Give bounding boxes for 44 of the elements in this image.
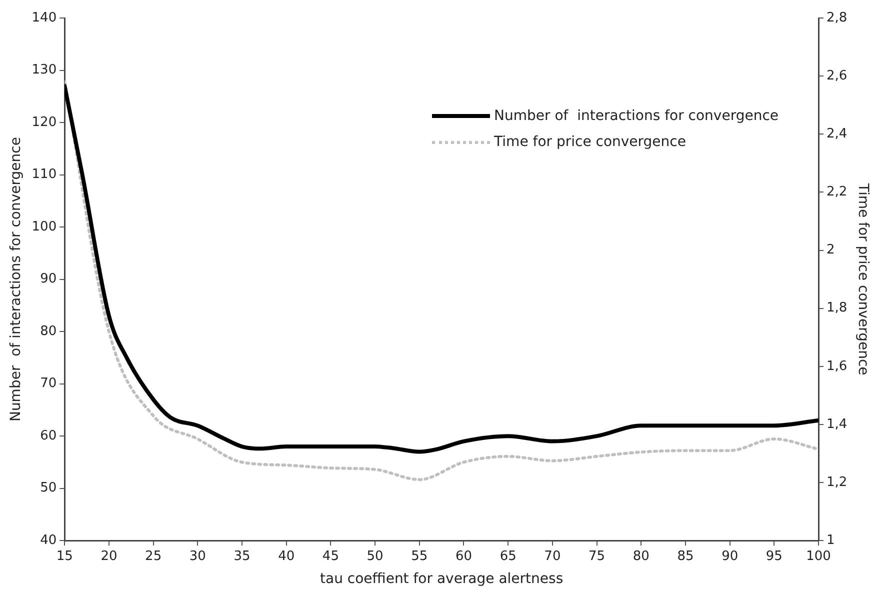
- y-tick-label: 100: [32, 219, 57, 234]
- x-tick-label: 65: [500, 548, 516, 564]
- x-tick-label: 15: [56, 548, 73, 564]
- x-tick-label: 40: [278, 548, 295, 564]
- x-axis-title: tau coeffient for average alertness: [320, 571, 564, 588]
- x-tick-label: 100: [806, 548, 831, 564]
- y-tick-label: 130: [32, 62, 57, 78]
- x-tick-label: 30: [189, 548, 206, 564]
- y2-tick-label: 2,4: [826, 126, 848, 142]
- y2-tick-label: 1,2: [826, 474, 848, 490]
- x-tick-label: 50: [366, 548, 384, 564]
- x-tick-label: 75: [588, 548, 606, 564]
- x-tick-label: 55: [411, 548, 428, 564]
- y2-tick-label: 1,4: [826, 416, 848, 432]
- x-tick-label: 80: [632, 548, 650, 564]
- x-tick-label: 95: [766, 548, 782, 564]
- y-tick-label: 140: [32, 10, 57, 26]
- x-tick-label: 60: [455, 548, 472, 564]
- y-tick-label: 120: [32, 114, 57, 130]
- x-tick-label: 70: [544, 548, 561, 564]
- y-tick-label: 50: [40, 480, 57, 496]
- legend-label: Time for price convergence: [494, 134, 686, 150]
- y2-tick-label: 2: [826, 242, 835, 258]
- x-tick-label: 85: [677, 548, 694, 564]
- y-tick-label: 70: [40, 376, 57, 392]
- y-axis-title: Number of interactions for convergence: [8, 137, 24, 422]
- x-tick-label: 90: [722, 548, 738, 564]
- y2-tick-label: 2,2: [826, 184, 848, 200]
- y2-tick-label: 1: [826, 532, 835, 548]
- y-tick-label: 90: [40, 272, 57, 287]
- y-tick-label: 110: [32, 167, 57, 182]
- y2-axis-title: Time for price convergence: [854, 182, 871, 376]
- x-tick-label: 35: [234, 548, 250, 564]
- y-tick-label: 80: [40, 324, 57, 339]
- x-tick-label: 25: [145, 548, 162, 564]
- y2-tick-label: 1,6: [826, 358, 848, 374]
- x-tick-label: 20: [100, 548, 118, 564]
- y2-tick-label: 2,6: [826, 68, 848, 84]
- y-tick-label: 40: [40, 532, 57, 548]
- x-tick-label: 45: [322, 548, 339, 564]
- y2-tick-label: 1,8: [826, 300, 848, 316]
- legend-label: Number of interactions for convergence: [494, 108, 779, 124]
- y2-tick-label: 2,8: [826, 10, 848, 26]
- y-tick-label: 60: [40, 428, 57, 444]
